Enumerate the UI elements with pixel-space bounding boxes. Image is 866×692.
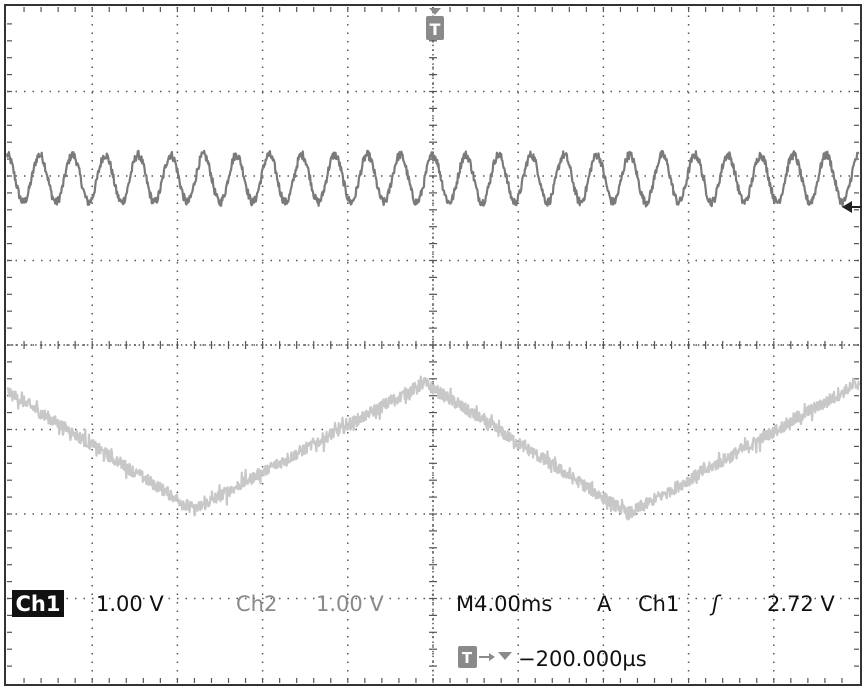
trigger-source: Ch1 (638, 592, 679, 616)
ch1-badge (12, 590, 64, 617)
ch1-scale: 1.00 V (96, 592, 164, 616)
trigger-level-arrow-icon (842, 201, 862, 213)
ch2-label: Ch2 (236, 592, 277, 616)
trigger-offset-icon-label: T (462, 649, 473, 667)
trigger-level-readout: 2.72 V (767, 592, 835, 616)
ch2-scale: 1.00 V (316, 592, 384, 616)
trigger-slope-icon: ʃ (709, 592, 722, 616)
trigger-marker-label: T (430, 20, 441, 39)
timebase-readout: M4.00ms (456, 592, 552, 616)
trigger-offset-readout: −200.000µs (518, 647, 647, 671)
trigger-offset-icon: T (458, 646, 512, 668)
ch1-trace (5, 149, 860, 208)
ch1-label: Ch1 (16, 592, 61, 616)
graticule-border (4, 4, 862, 686)
trigger-position-marker: T (426, 8, 444, 40)
ch2-trace (6, 375, 861, 521)
acquire-mode: A (597, 592, 612, 616)
